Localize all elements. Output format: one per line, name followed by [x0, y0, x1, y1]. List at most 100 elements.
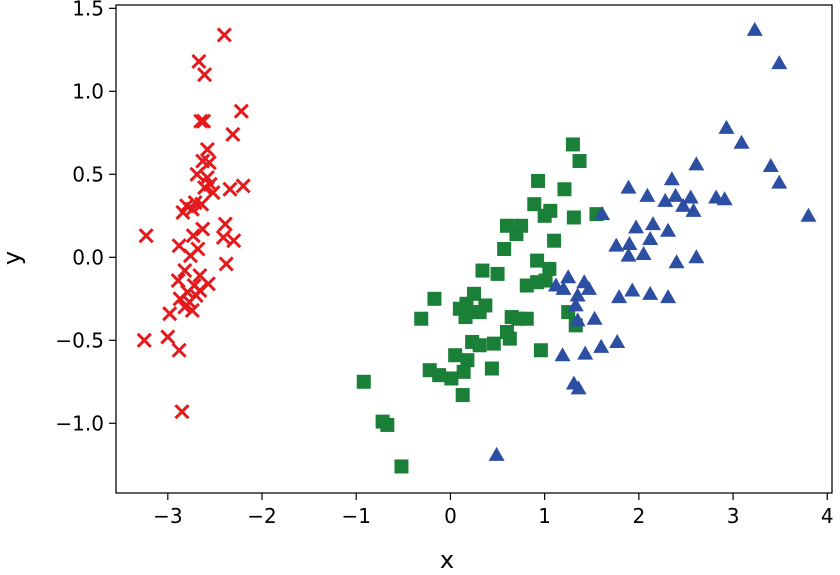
data-point-triangle-marker: [569, 312, 586, 327]
data-point-x-marker: [170, 272, 186, 289]
data-point-square-marker: [565, 137, 580, 152]
data-point-x-marker: [196, 67, 213, 83]
data-point-square-marker: [475, 263, 490, 278]
data-point-square-marker: [509, 227, 524, 242]
data-point-triangle-marker: [771, 174, 788, 189]
data-point-triangle-marker: [620, 179, 637, 194]
data-point-square-marker: [432, 368, 447, 383]
data-point-triangle-marker: [645, 216, 661, 231]
data-point-triangle-marker: [657, 192, 674, 207]
x-tick-label: 3: [727, 504, 740, 528]
data-point-x-marker: [217, 216, 233, 232]
data-point-square-marker: [414, 311, 429, 326]
data-point-square-marker: [356, 374, 371, 389]
data-point-x-marker: [222, 181, 238, 197]
data-point-square-marker: [497, 242, 512, 256]
data-points: [136, 21, 817, 474]
data-point-x-marker: [215, 229, 231, 245]
data-point-square-marker: [537, 208, 552, 223]
data-point-triangle-marker: [663, 171, 680, 186]
data-point-square-marker: [531, 173, 546, 188]
data-point-triangle-marker: [611, 289, 628, 304]
data-point-triangle-marker: [621, 236, 638, 251]
data-point-x-marker: [201, 155, 217, 171]
data-point-triangle-marker: [609, 333, 626, 348]
data-point-triangle-marker: [660, 222, 677, 237]
plot-area-frame: [115, 4, 833, 494]
data-point-triangle-marker: [675, 197, 692, 212]
x-tick-label: 0: [444, 504, 457, 528]
data-point-square-marker: [472, 305, 487, 320]
y-tick-label: 0.0: [72, 245, 104, 269]
data-point-triangle-marker: [554, 347, 571, 362]
data-point-x-marker: [171, 342, 187, 358]
data-point-triangle-marker: [628, 219, 645, 234]
y-axis-label: y: [0, 251, 26, 265]
data-point-triangle-marker: [635, 245, 652, 260]
data-point-triangle-marker: [685, 202, 702, 217]
data-point-x-marker: [199, 141, 215, 157]
data-point-square-marker: [530, 253, 545, 268]
data-point-x-marker: [196, 180, 213, 196]
data-point-square-marker: [456, 364, 471, 379]
data-point-triangle-marker: [762, 158, 779, 173]
data-point-x-marker: [174, 404, 190, 420]
data-point-x-marker: [175, 204, 191, 221]
data-point-x-marker: [225, 126, 241, 143]
data-point-triangle-marker: [682, 189, 699, 204]
data-point-triangle-marker: [639, 187, 656, 202]
data-point-square-marker: [519, 278, 534, 293]
data-point-triangle-marker: [560, 269, 577, 284]
y-tick-label: −0.5: [55, 328, 104, 352]
data-point-triangle-marker: [570, 380, 587, 395]
data-point-square-marker: [533, 343, 548, 358]
data-point-triangle-marker: [567, 297, 584, 312]
data-point-square-marker: [444, 371, 459, 386]
data-point-square-marker: [557, 182, 572, 197]
x-axis-label: x: [440, 546, 454, 574]
data-point-square-marker: [547, 233, 562, 248]
data-point-square-marker: [572, 154, 587, 169]
data-point-x-marker: [189, 166, 205, 182]
data-point-triangle-marker: [580, 280, 597, 295]
data-point-square-marker: [380, 417, 395, 432]
data-point-x-marker: [196, 113, 212, 129]
y-tick-label: 1.5: [72, 0, 104, 20]
data-point-triangle-marker: [586, 310, 603, 325]
y-tick-label: −1.0: [55, 411, 104, 435]
data-point-x-marker: [235, 178, 251, 194]
data-point-triangle-marker: [718, 119, 735, 134]
data-point-square-marker: [490, 266, 505, 281]
data-point-square-marker: [484, 361, 499, 376]
data-point-triangle-marker: [642, 231, 659, 246]
data-point-triangle-marker: [746, 21, 763, 36]
data-point-triangle-marker: [608, 237, 625, 252]
data-point-x-marker: [136, 332, 152, 348]
data-point-x-marker: [205, 185, 221, 201]
data-point-square-marker: [527, 197, 542, 212]
x-tick-label: −2: [247, 504, 276, 528]
x-tick-label: −3: [153, 504, 182, 528]
data-point-square-marker: [427, 291, 442, 306]
data-point-triangle-marker: [577, 345, 594, 360]
data-point-x-marker: [185, 228, 201, 244]
data-point-triangle-marker: [593, 338, 610, 353]
data-point-x-marker: [216, 27, 232, 43]
data-point-square-marker: [472, 338, 487, 353]
x-tick-label: 4: [821, 504, 834, 528]
data-point-triangle-marker: [800, 207, 817, 222]
data-point-x-marker: [184, 302, 200, 318]
data-point-triangle-marker: [642, 285, 659, 300]
data-point-square-marker: [448, 348, 463, 363]
data-point-triangle-marker: [569, 287, 586, 302]
data-point-x-marker: [193, 113, 209, 129]
data-point-triangle-marker: [733, 134, 750, 149]
data-point-square-marker: [455, 388, 470, 403]
data-point-triangle-marker: [771, 55, 788, 70]
data-point-x-marker: [218, 256, 234, 272]
data-point-triangle-marker: [716, 191, 733, 206]
data-point-triangle-marker: [667, 187, 684, 202]
data-point-square-marker: [458, 310, 473, 325]
data-point-square-marker: [460, 353, 475, 368]
